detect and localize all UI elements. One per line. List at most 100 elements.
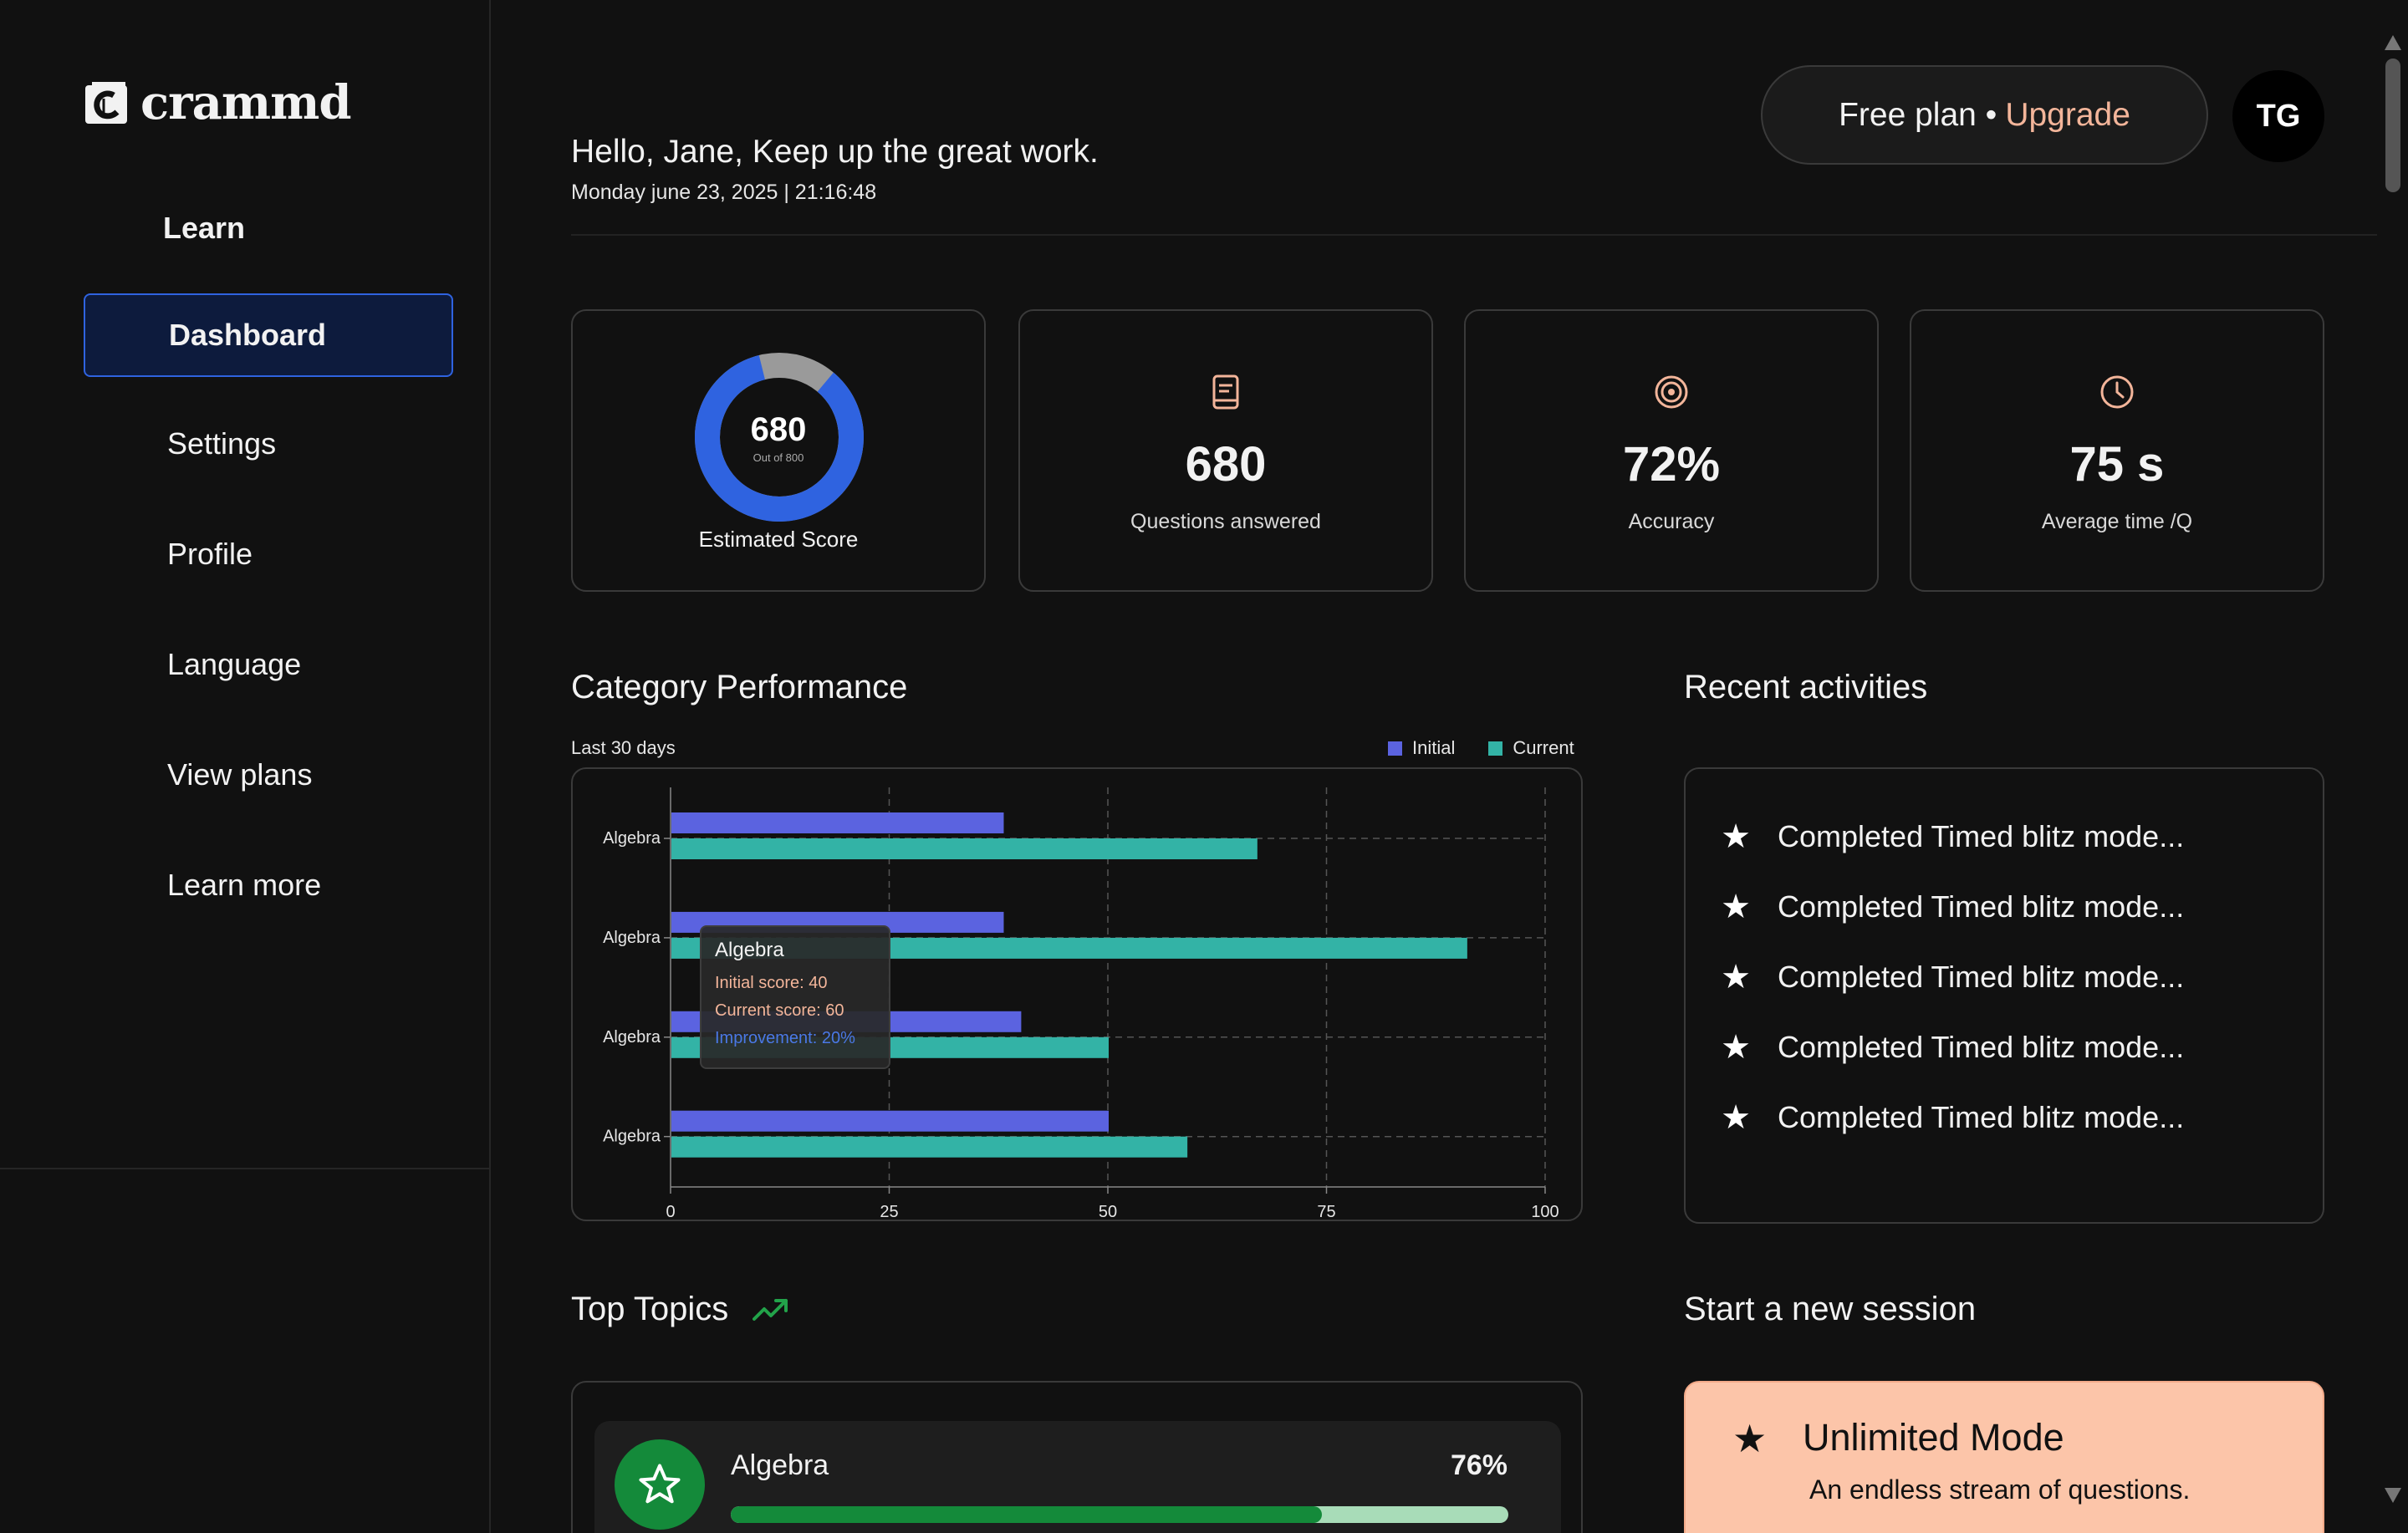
legend-initial-label: Initial — [1412, 737, 1456, 758]
bar-current — [671, 1136, 1188, 1158]
sidebar-item-learn-more[interactable]: Learn more — [84, 843, 453, 927]
bar-initial — [671, 812, 1004, 833]
clock-icon — [2100, 375, 2134, 409]
chart-legend: Initial Current — [1388, 737, 1574, 759]
activity-text: Completed Timed blitz mode... — [1778, 960, 2185, 994]
sidebar-item-label: Profile — [167, 537, 253, 571]
plan-label: Free plan • — [1839, 96, 1997, 133]
y-tick-label: Algebra — [603, 929, 661, 947]
period-label: Last 30 days — [571, 737, 676, 758]
avatar[interactable]: TG — [2232, 70, 2324, 162]
sidebar-item-label: Dashboard — [169, 318, 327, 352]
legend-initial-swatch — [1388, 741, 1402, 756]
score-max: Out of 800 — [752, 451, 804, 464]
star-icon: ★ — [1721, 1029, 1751, 1066]
topic-progress-bar — [731, 1506, 1508, 1523]
star-icon: ★ — [1721, 1099, 1751, 1136]
x-tick-label: 25 — [880, 1203, 898, 1221]
tooltip-improvement: Improvement: 20% — [715, 1029, 855, 1047]
list-item[interactable]: ★ Completed Timed blitz mode... — [1719, 817, 2184, 856]
sidebar-item-label: View plans — [167, 757, 313, 792]
activity-text: Completed Timed blitz mode... — [1778, 1100, 2185, 1134]
date-time: Monday june 23, 2025 | 21:16:48 — [571, 181, 877, 204]
session-mode-title: Unlimited Mode — [1803, 1416, 2064, 1459]
activity-text: Completed Timed blitz mode... — [1778, 819, 2185, 853]
estimated-score-card: 680 Out of 800 Estimated Score — [571, 309, 986, 592]
topic-name: Algebra — [731, 1449, 829, 1481]
accuracy-label: Accuracy — [1628, 510, 1715, 533]
list-item[interactable]: ★ Completed Timed blitz mode... — [1719, 1098, 2184, 1137]
sidebar-item-view-plans[interactable]: View plans — [84, 733, 453, 817]
average-time-label: Average time /Q — [2041, 510, 2193, 533]
score-donut — [693, 351, 865, 523]
unlimited-mode-button[interactable]: ★ Unlimited Mode An endless stream of qu… — [1684, 1381, 2324, 1533]
legend-initial: Initial — [1388, 737, 1455, 759]
list-item[interactable]: ★ Completed Timed blitz mode... — [1719, 1028, 2184, 1067]
upgrade-link[interactable]: Upgrade — [2005, 96, 2130, 133]
sidebar-item-learn[interactable]: Learn — [84, 186, 453, 270]
bar-initial — [671, 1110, 1109, 1132]
activity-text: Completed Timed blitz mode... — [1778, 1030, 2185, 1064]
accuracy-value: 72% — [1622, 437, 1721, 491]
x-tick-label: 0 — [666, 1203, 675, 1221]
trending-up-icon — [752, 1299, 788, 1321]
scroll-up-arrow[interactable] — [2385, 35, 2401, 50]
topic-badge — [615, 1439, 705, 1530]
sidebar-item-label: Language — [167, 647, 302, 681]
sidebar-item-settings[interactable]: Settings — [84, 402, 453, 486]
star-icon: ★ — [1721, 959, 1751, 996]
list-item[interactable]: ★ Completed Timed blitz mode... — [1719, 958, 2184, 996]
legend-current-swatch — [1488, 741, 1503, 756]
header-divider — [571, 234, 2377, 236]
chart-tooltip: Algebra Initial score: 40 Current score:… — [700, 925, 890, 1069]
tooltip-current: Current score: 60 — [715, 1001, 844, 1020]
star-icon: ★ — [1732, 1417, 1768, 1460]
logo-mark-icon — [85, 82, 127, 124]
sidebar-item-profile[interactable]: Profile — [84, 512, 453, 596]
scroll-down-arrow[interactable] — [2385, 1488, 2401, 1503]
sidebar-divider — [0, 1168, 491, 1169]
legend-current: Current — [1488, 737, 1574, 759]
star-icon: ★ — [1721, 889, 1751, 925]
start-session-title: Start a new session — [1684, 1291, 1977, 1327]
plan-pill[interactable]: Free plan • Upgrade — [1761, 65, 2208, 165]
sidebar-item-dashboard[interactable]: Dashboard — [84, 293, 453, 377]
bar-current — [671, 838, 1258, 859]
score-label: Estimated Score — [698, 527, 859, 552]
top-topics-title: Top Topics — [571, 1291, 729, 1327]
topic-progress-fill — [731, 1506, 1322, 1523]
score-donut-chart — [695, 353, 864, 522]
sidebar-item-label: Settings — [167, 426, 277, 461]
topic-row[interactable]: Algebra 76% — [594, 1421, 1561, 1533]
sidebar-item-language[interactable]: Language — [84, 623, 453, 706]
tooltip-title: Algebra — [715, 939, 784, 961]
y-tick-label: Algebra — [603, 1128, 661, 1146]
x-tick-label: 50 — [1099, 1203, 1117, 1221]
target-icon — [1655, 375, 1688, 409]
questions-label: Questions answered — [1130, 510, 1321, 533]
top-topics-list: Algebra 76% — [571, 1381, 1583, 1533]
scrollbar-thumb[interactable] — [2385, 59, 2400, 192]
score-value: 680 — [750, 411, 807, 448]
recent-activities-title: Recent activities — [1684, 669, 1928, 705]
logo[interactable]: crammd — [84, 75, 352, 130]
star-outline-icon — [639, 1464, 681, 1504]
average-time-card: 75 s Average time /Q — [1910, 309, 2324, 592]
greeting: Hello, Jane, Keep up the great work. — [571, 134, 1099, 170]
topic-percent: 76% — [1450, 1449, 1508, 1481]
tooltip-initial: Initial score: 40 — [715, 974, 828, 992]
session-mode-description: An endless stream of questions. — [1809, 1474, 2191, 1505]
x-tick-label: 75 — [1317, 1203, 1335, 1221]
x-tick-label: 100 — [1531, 1203, 1559, 1221]
questions-value: 680 — [1185, 437, 1267, 491]
sidebar: crammd Learn Dashboard Settings Profile … — [0, 0, 491, 1533]
recent-activities-list: ★ Completed Timed blitz mode... ★ Complete… — [1684, 767, 2324, 1224]
list-item[interactable]: ★ Completed Timed blitz mode... — [1719, 888, 2184, 926]
category-performance-title: Category Performance — [571, 669, 908, 705]
logo-text: crammd — [140, 75, 352, 130]
document-icon — [1212, 374, 1239, 410]
y-tick-label: Algebra — [603, 829, 661, 848]
legend-current-label: Current — [1513, 737, 1574, 758]
questions-card: 680 Questions answered — [1018, 309, 1433, 592]
sidebar-item-label: Learn more — [167, 868, 322, 902]
